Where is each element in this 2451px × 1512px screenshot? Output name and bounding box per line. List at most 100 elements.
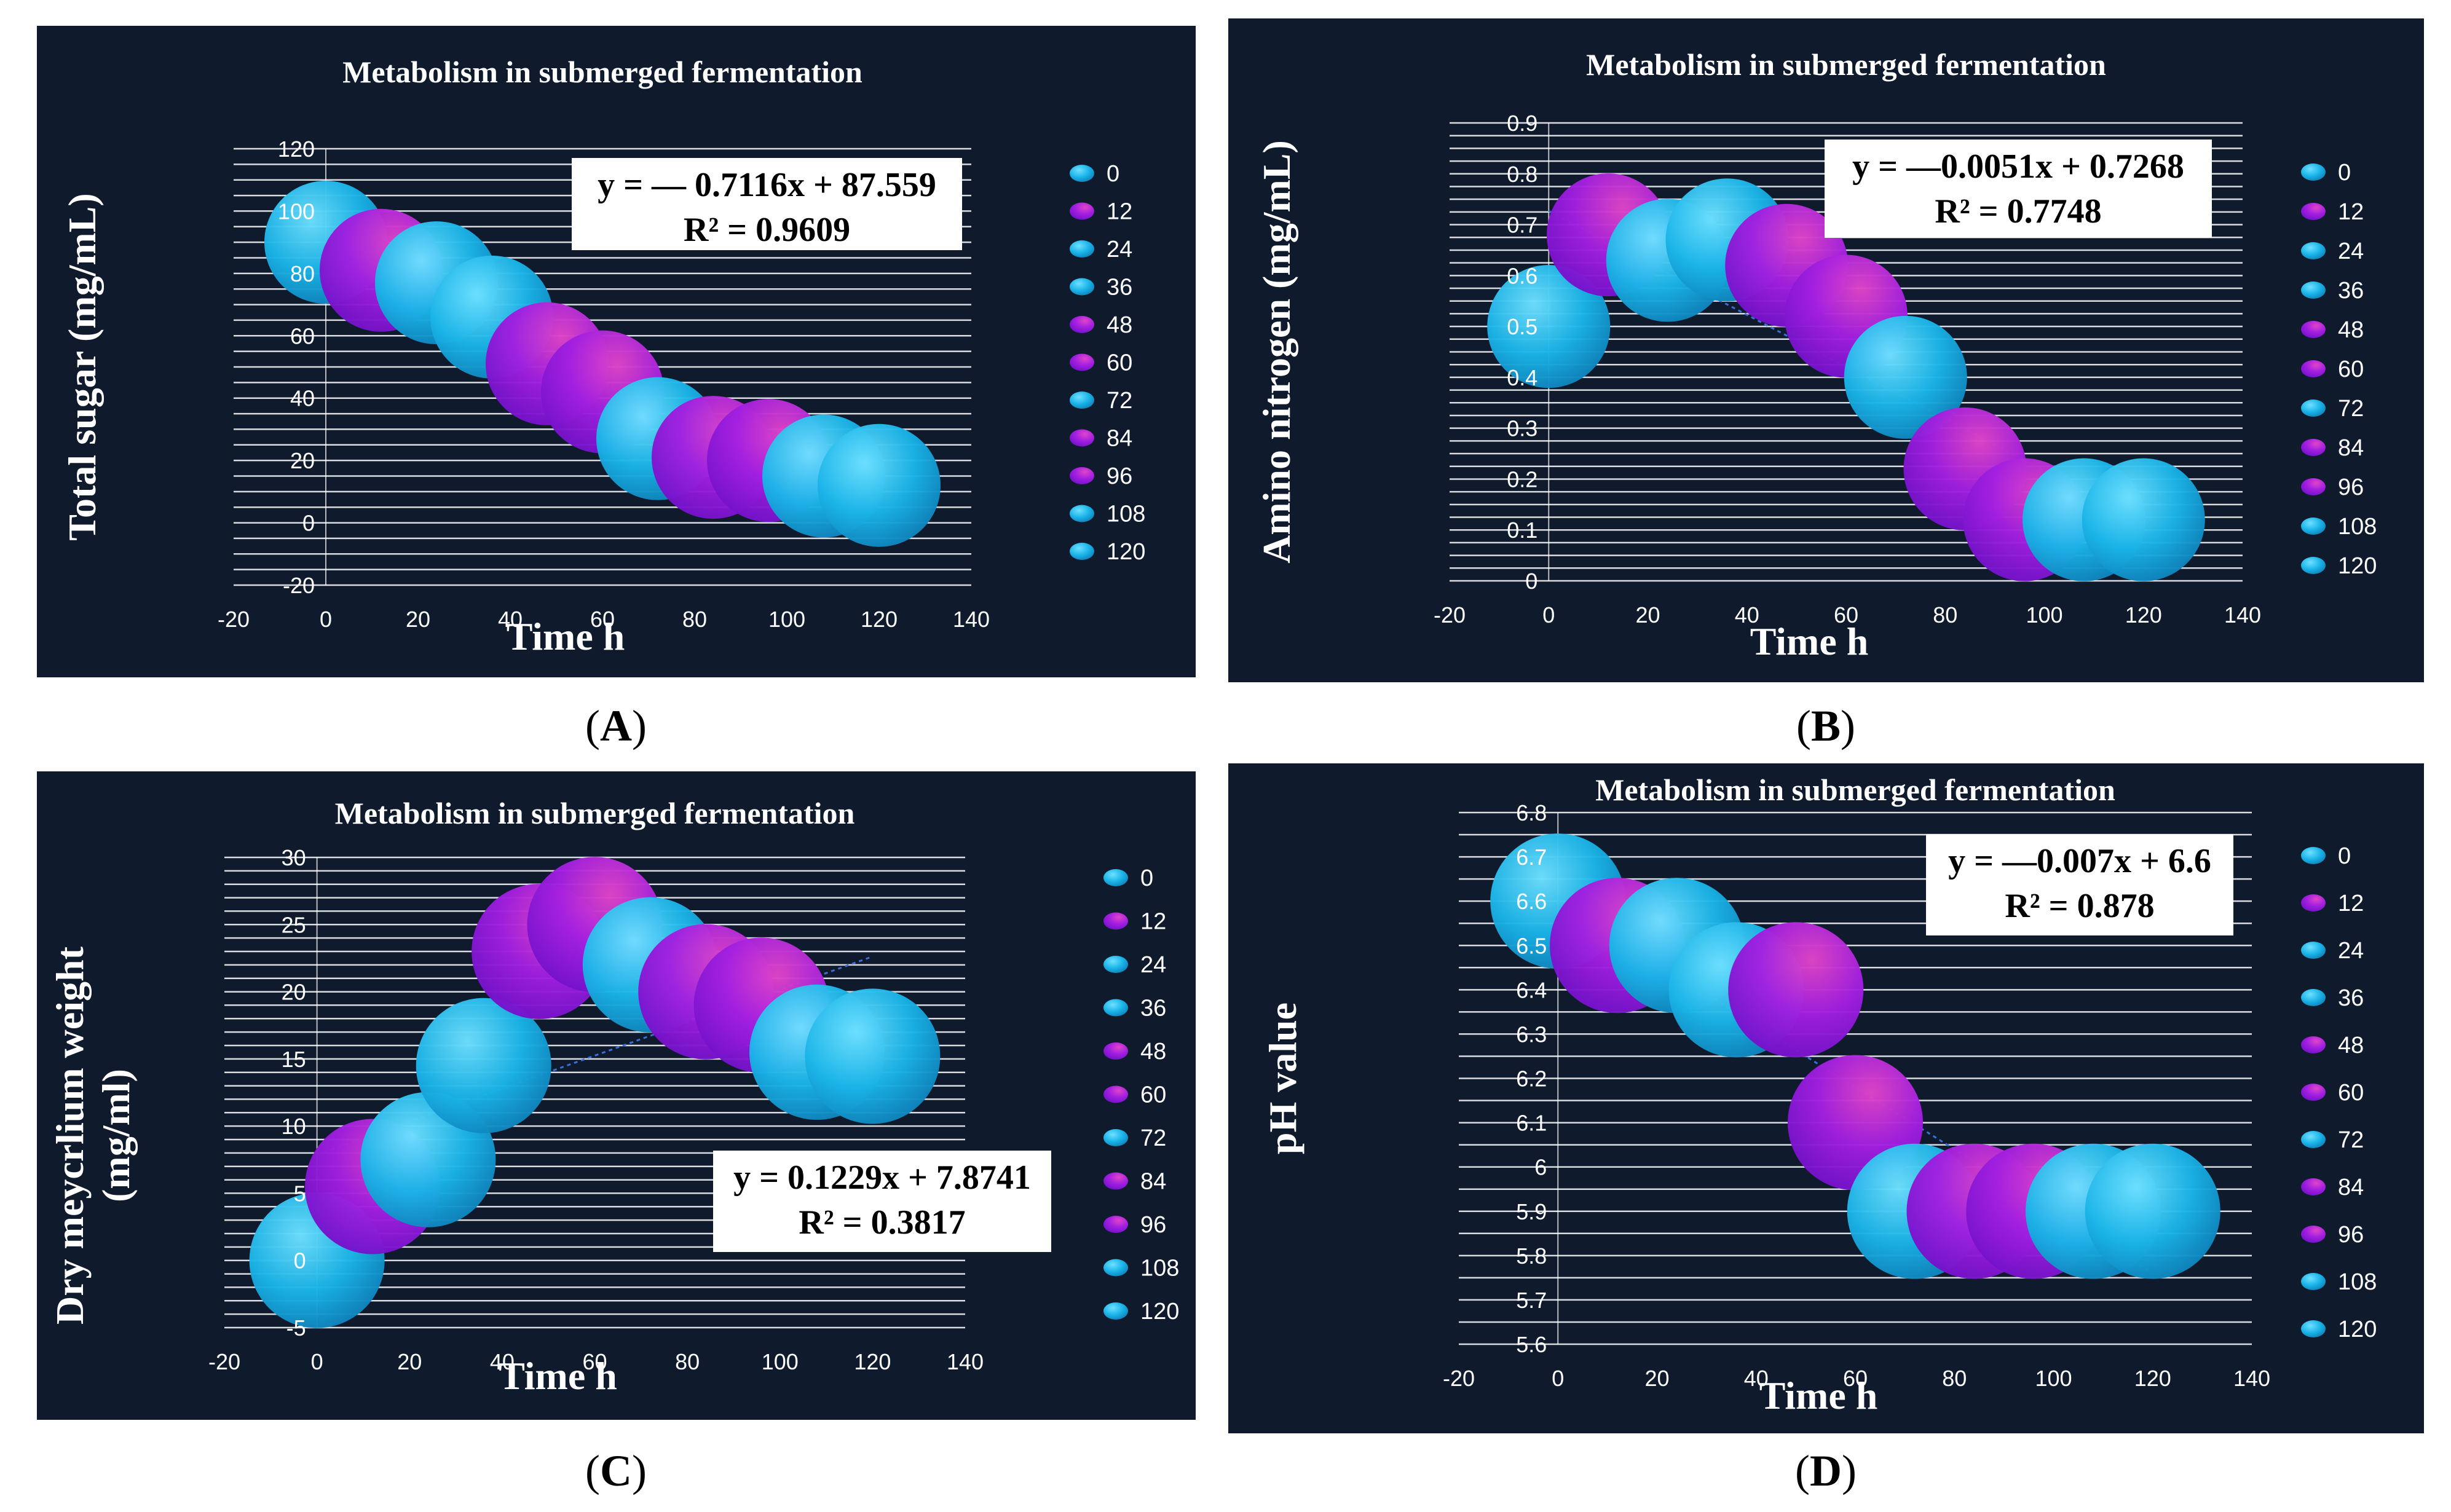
equation-box-bg [572, 158, 962, 250]
legend-marker-84 [1070, 429, 1094, 447]
x-tick-label: 120 [854, 1349, 891, 1374]
data-point-36 [416, 998, 551, 1133]
legend-marker-108 [1070, 505, 1094, 522]
legend-marker-48 [2301, 1036, 2326, 1053]
x-tick-label: -20 [1443, 1366, 1475, 1391]
legend-label-0: 0 [2338, 843, 2351, 869]
equation-box-bg [1825, 140, 2212, 238]
data-point-120 [2082, 458, 2205, 581]
legend-marker-36 [1103, 999, 1128, 1017]
legend-marker-96 [2301, 1226, 2326, 1243]
legend-marker-72 [1070, 392, 1094, 409]
r-squared: R² = 0.878 [2005, 887, 2154, 925]
legend-label-24: 24 [2338, 238, 2364, 264]
y-tick-label: 0.7 [1507, 213, 1537, 238]
legend-label-120: 120 [2338, 553, 2377, 579]
x-tick-label: 40 [1735, 602, 1759, 628]
x-tick-label: 60 [582, 1349, 607, 1374]
x-axis-title: Time h [499, 1354, 617, 1398]
chart-b-svg: 0 0.1 0.2 0.3 0.4 0.5 0.6 0.7 0.8 0.9 -20 0 20 40 60 80… [1255, 47, 2377, 663]
x-tick-label: 0 [320, 607, 332, 632]
legend-label-12: 12 [1107, 199, 1132, 225]
y-tick-label: 40 [290, 386, 315, 411]
legend-label-96: 96 [2338, 474, 2364, 500]
legend-marker-48 [1103, 1042, 1128, 1060]
y-tick-label: 60 [290, 323, 315, 348]
legend-marker-0 [1070, 165, 1094, 182]
x-tick-label: 20 [397, 1349, 422, 1374]
legend-marker-120 [2301, 1320, 2326, 1337]
legend-label-96: 96 [2338, 1222, 2364, 1248]
legend-marker-60 [1103, 1085, 1128, 1103]
data-point-72 [1844, 315, 1967, 439]
data-point-48 [1728, 922, 1864, 1058]
legend-marker-12 [2301, 894, 2326, 912]
y-tick-label: 5 [294, 1181, 306, 1206]
legend-label-36: 36 [2338, 985, 2364, 1011]
chart-panel-d: 5.6 5.7 5.8 5.9 6 6.1 6.2 6.3 6.4 6.5 6.6 6.7 6.8 -20… [1228, 763, 2424, 1433]
caption-c: (C) [585, 1446, 647, 1495]
x-tick-label: 80 [682, 607, 707, 632]
legend-marker-120 [1103, 1302, 1128, 1320]
legend-label-84: 84 [2338, 1175, 2364, 1200]
legend-marker-96 [2301, 478, 2326, 495]
legend-marker-84 [1103, 1172, 1128, 1190]
y-tick-label: 0.5 [1507, 314, 1537, 339]
y-tick-label: 6.1 [1516, 1111, 1547, 1136]
y-tick-label: 25 [282, 912, 306, 937]
x-tick-label: 100 [2026, 602, 2062, 628]
y-axis-title: Dry meycrlium weight [48, 946, 92, 1325]
legend-label-72: 72 [2338, 1127, 2364, 1153]
legend-marker-96 [1103, 1216, 1128, 1233]
data-point-0 [1487, 265, 1611, 388]
x-tick-label: 140 [2224, 602, 2261, 628]
y-tick-label: 0.6 [1507, 263, 1537, 288]
x-tick-label: 140 [2233, 1366, 2270, 1391]
legend-label-108: 108 [1107, 502, 1145, 527]
legend-label-120: 120 [2338, 1317, 2377, 1342]
legend-label-48: 48 [1140, 1039, 1166, 1065]
legend-label-108: 108 [2338, 1269, 2377, 1295]
x-axis-title: Time h [507, 615, 625, 658]
equation-box: y = 0.1229x + 7.8741 R² = 0.3817 [713, 1151, 1051, 1252]
legend-label-0: 0 [1107, 161, 1119, 187]
x-tick-label: 40 [498, 607, 523, 632]
y-tick-label: 5.6 [1516, 1332, 1547, 1357]
y-tick-label: 0.3 [1507, 416, 1537, 441]
trend-equation: y = — 0.7116x + 87.559 [598, 166, 936, 204]
legend-marker-48 [1070, 316, 1094, 333]
y-tick-label: 6.7 [1516, 845, 1547, 870]
r-squared: R² = 0.9609 [684, 211, 850, 249]
legend-marker-84 [2301, 1178, 2326, 1195]
legend-label-96: 96 [1107, 463, 1132, 489]
legend-label-48: 48 [1107, 312, 1132, 338]
chart-title: Metabolism in submerged fermentation [1595, 773, 2115, 807]
legend-marker-36 [2301, 989, 2326, 1006]
legend-marker-48 [2301, 321, 2326, 338]
y-tick-label: 30 [282, 845, 306, 870]
y-axis-title: Amino nitrogen (mg/mL) [1255, 140, 1298, 564]
x-tick-label: -20 [208, 1349, 240, 1374]
x-tick-label: 100 [762, 1349, 799, 1374]
y-tick-label: 5.7 [1516, 1288, 1547, 1313]
chart-d-svg: 5.6 5.7 5.8 5.9 6 6.1 6.2 6.3 6.4 6.5 6.6 6.7 6.8 -20… [1261, 773, 2377, 1417]
y-tick-label: 0.8 [1507, 162, 1537, 187]
data-point-120 [818, 423, 941, 547]
y-tick-label: 0 [302, 511, 315, 536]
equation-box: y = —0.007x + 6.6 R² = 0.878 [1926, 834, 2233, 935]
x-tick-label: 80 [1942, 1366, 1967, 1391]
legend-marker-12 [1103, 912, 1128, 930]
x-tick-label: 20 [1644, 1366, 1669, 1391]
x-tick-label: 0 [1542, 602, 1555, 628]
legend-label-84: 84 [2338, 435, 2364, 461]
legend-label-12: 12 [2338, 891, 2364, 916]
r-squared: R² = 0.7748 [1935, 192, 2101, 230]
x-tick-label: 40 [490, 1349, 515, 1374]
y-tick-label: 100 [278, 199, 315, 224]
y-tick-label: 6.4 [1516, 977, 1547, 1002]
equation-box-bg [713, 1151, 1051, 1252]
data-point-120 [2085, 1143, 2220, 1279]
legend-marker-36 [1070, 278, 1094, 296]
legend-label-24: 24 [1140, 952, 1166, 978]
legend-label-72: 72 [1140, 1125, 1166, 1151]
